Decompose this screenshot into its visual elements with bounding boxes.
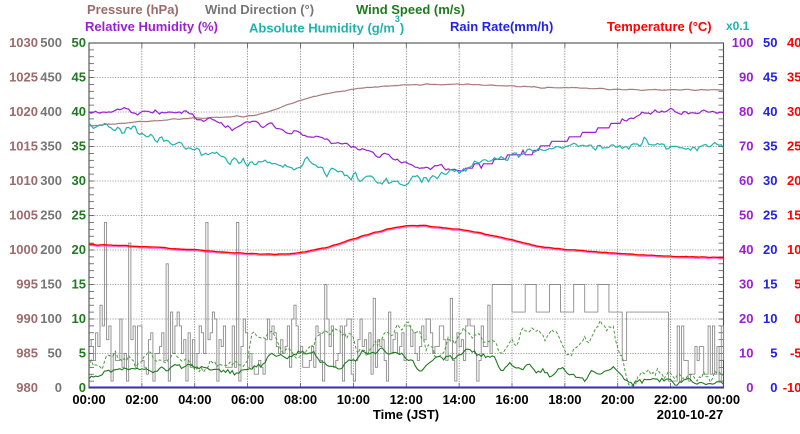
svg-text:10: 10 bbox=[739, 346, 753, 361]
svg-text:50: 50 bbox=[48, 346, 62, 361]
svg-text:990: 990 bbox=[16, 311, 38, 326]
svg-text:1025: 1025 bbox=[9, 70, 38, 85]
svg-text:35: 35 bbox=[72, 139, 86, 154]
svg-text:30: 30 bbox=[72, 173, 86, 188]
svg-text:Time (JST): Time (JST) bbox=[373, 407, 439, 422]
svg-text:1015: 1015 bbox=[9, 139, 38, 154]
svg-text:0: 0 bbox=[794, 311, 800, 326]
svg-text:20:00: 20:00 bbox=[601, 392, 634, 407]
svg-text:20: 20 bbox=[739, 311, 753, 326]
svg-text:15: 15 bbox=[72, 277, 86, 292]
svg-text:100: 100 bbox=[732, 35, 754, 50]
svg-text:06:00: 06:00 bbox=[231, 392, 264, 407]
svg-text:50: 50 bbox=[72, 35, 86, 50]
svg-text:00:00: 00:00 bbox=[72, 392, 105, 407]
svg-text:1005: 1005 bbox=[9, 208, 38, 223]
svg-text:20: 20 bbox=[787, 173, 800, 188]
svg-text:22:00: 22:00 bbox=[654, 392, 687, 407]
svg-text:02:00: 02:00 bbox=[125, 392, 158, 407]
svg-text:5: 5 bbox=[79, 346, 86, 361]
svg-text:350: 350 bbox=[40, 139, 62, 154]
svg-text:25: 25 bbox=[787, 139, 800, 154]
svg-text:35: 35 bbox=[763, 139, 777, 154]
svg-text:0: 0 bbox=[770, 380, 777, 395]
svg-text:45: 45 bbox=[72, 70, 86, 85]
svg-text:5: 5 bbox=[770, 346, 777, 361]
svg-text:40: 40 bbox=[739, 242, 753, 257]
svg-text:985: 985 bbox=[16, 346, 38, 361]
svg-text:1030: 1030 bbox=[9, 35, 38, 50]
svg-text:250: 250 bbox=[40, 208, 62, 223]
svg-text:0: 0 bbox=[55, 380, 62, 395]
svg-text:16:00: 16:00 bbox=[495, 392, 528, 407]
svg-text:90: 90 bbox=[739, 70, 753, 85]
svg-text:45: 45 bbox=[763, 70, 777, 85]
svg-text:15: 15 bbox=[787, 208, 800, 223]
svg-text:400: 400 bbox=[40, 104, 62, 119]
svg-text:1020: 1020 bbox=[9, 104, 38, 119]
svg-text:15: 15 bbox=[763, 277, 777, 292]
svg-text:25: 25 bbox=[763, 208, 777, 223]
svg-text:200: 200 bbox=[40, 242, 62, 257]
svg-text:35: 35 bbox=[787, 70, 800, 85]
svg-text:70: 70 bbox=[739, 139, 753, 154]
svg-text:14:00: 14:00 bbox=[442, 392, 475, 407]
svg-text:-5: -5 bbox=[790, 346, 800, 361]
svg-text:-10: -10 bbox=[783, 380, 800, 395]
svg-text:30: 30 bbox=[763, 173, 777, 188]
svg-text:10: 10 bbox=[787, 242, 800, 257]
svg-text:18:00: 18:00 bbox=[548, 392, 581, 407]
svg-text:20: 20 bbox=[72, 242, 86, 257]
svg-text:00:00: 00:00 bbox=[707, 392, 740, 407]
svg-text:12:00: 12:00 bbox=[390, 392, 423, 407]
svg-text:50: 50 bbox=[739, 208, 753, 223]
svg-text:10: 10 bbox=[763, 311, 777, 326]
svg-text:30: 30 bbox=[787, 104, 800, 119]
svg-text:30: 30 bbox=[739, 277, 753, 292]
svg-text:10: 10 bbox=[72, 311, 86, 326]
svg-text:500: 500 bbox=[40, 35, 62, 50]
svg-text:20: 20 bbox=[763, 242, 777, 257]
svg-text:50: 50 bbox=[763, 35, 777, 50]
svg-text:5: 5 bbox=[794, 277, 800, 292]
svg-text:100: 100 bbox=[40, 311, 62, 326]
svg-text:450: 450 bbox=[40, 70, 62, 85]
svg-text:2010-10-27: 2010-10-27 bbox=[657, 407, 724, 422]
svg-text:40: 40 bbox=[787, 35, 800, 50]
svg-text:25: 25 bbox=[72, 208, 86, 223]
svg-text:150: 150 bbox=[40, 277, 62, 292]
svg-text:0: 0 bbox=[746, 380, 753, 395]
svg-text:08:00: 08:00 bbox=[284, 392, 317, 407]
svg-text:1010: 1010 bbox=[9, 173, 38, 188]
svg-text:60: 60 bbox=[739, 173, 753, 188]
svg-text:04:00: 04:00 bbox=[178, 392, 211, 407]
svg-text:10:00: 10:00 bbox=[337, 392, 370, 407]
svg-text:80: 80 bbox=[739, 104, 753, 119]
svg-text:995: 995 bbox=[16, 277, 38, 292]
svg-text:300: 300 bbox=[40, 173, 62, 188]
svg-text:980: 980 bbox=[16, 380, 38, 395]
svg-text:40: 40 bbox=[72, 104, 86, 119]
svg-text:40: 40 bbox=[763, 104, 777, 119]
svg-text:1000: 1000 bbox=[9, 242, 38, 257]
